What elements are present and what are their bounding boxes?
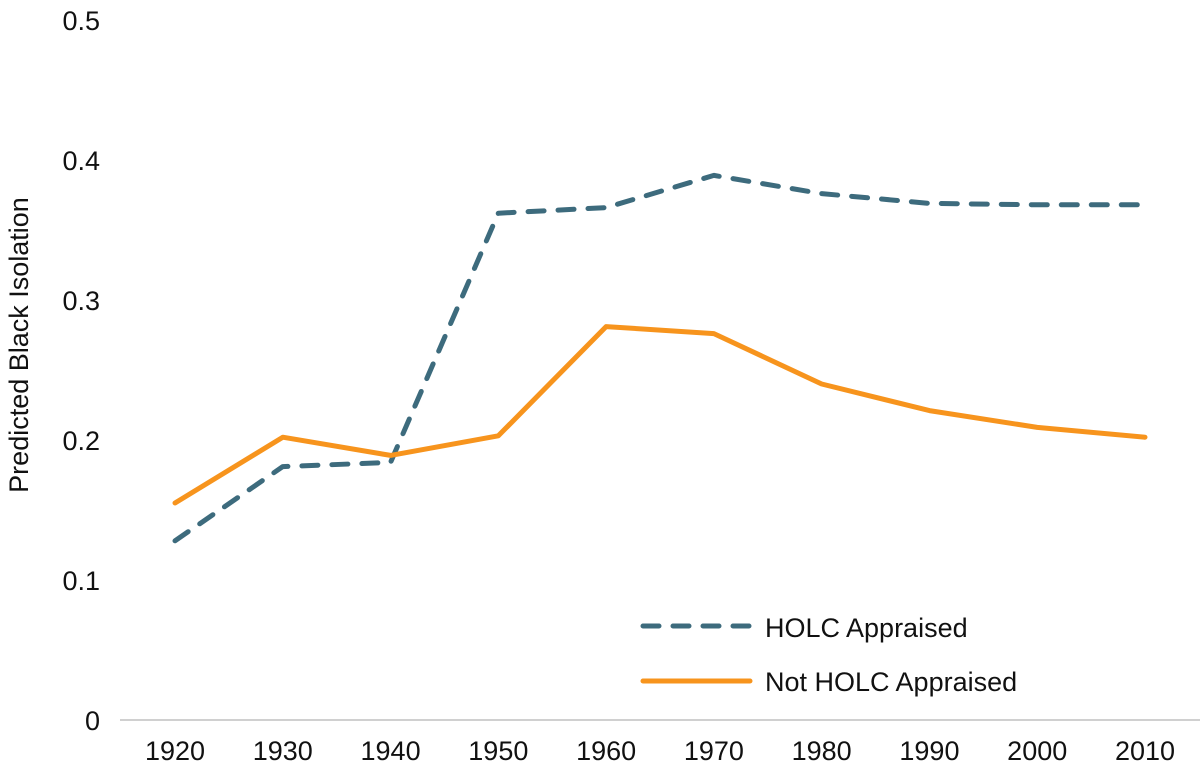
x-tick-label: 1980: [792, 736, 852, 766]
y-tick-label: 0.3: [62, 286, 100, 316]
x-tick-label: 1950: [468, 736, 528, 766]
x-tick-label: 1930: [253, 736, 313, 766]
x-tick-label: 1970: [684, 736, 744, 766]
x-tick-label: 1920: [145, 736, 205, 766]
legend: HOLC Appraised Not HOLC Appraised: [640, 613, 1017, 697]
legend-label-not-holc: Not HOLC Appraised: [765, 667, 1017, 697]
x-tick-label: 1990: [899, 736, 959, 766]
x-tick-label: 1960: [576, 736, 636, 766]
y-tick-label: 0.5: [62, 6, 100, 36]
x-tick-label: 2000: [1007, 736, 1067, 766]
series-line-not-holc-appraised: [172, 324, 1148, 506]
y-tick-label: 0.4: [62, 146, 100, 176]
y-tick-label: 0.1: [62, 566, 100, 596]
y-axis-label: Predicted Black Isolation: [4, 197, 34, 493]
y-tick-label: 0.2: [62, 426, 100, 456]
x-tick-label: 1940: [361, 736, 421, 766]
legend-label-holc: HOLC Appraised: [765, 613, 968, 643]
series-line-holc-appraised: [172, 172, 1148, 544]
y-tick-label: 0: [85, 706, 100, 736]
x-tick-label: 2010: [1115, 736, 1175, 766]
